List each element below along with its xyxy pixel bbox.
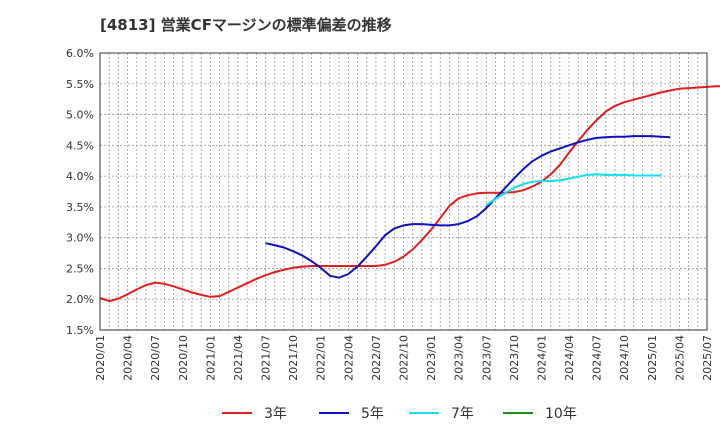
legend-label: 3年	[264, 406, 287, 422]
x-tick-label: 2024/01	[535, 335, 548, 381]
grid	[100, 53, 707, 330]
x-tick-label: 2021/01	[204, 335, 217, 381]
legend-label: 5年	[361, 406, 384, 422]
x-tick-label: 2021/04	[232, 335, 245, 381]
y-axis-ticks: 6.0% 5.5% 5.0% 4.5% 4.0% 3.5% 3.0% 2.5% 2.0% 1.5%	[66, 47, 94, 337]
x-tick-label: 2023/10	[508, 335, 521, 381]
x-tick-label: 2022/01	[315, 335, 328, 381]
y-tick-label: 4.5%	[66, 139, 94, 152]
legend-label: 10年	[545, 406, 577, 422]
y-tick-label: 5.0%	[66, 109, 94, 122]
x-tick-label: 2022/07	[370, 335, 383, 381]
x-tick-label: 2022/10	[398, 335, 411, 381]
y-tick-label: 1.5%	[66, 324, 94, 337]
x-tick-label: 2021/10	[287, 335, 300, 381]
y-tick-label: 2.0%	[66, 293, 94, 306]
y-tick-label: 6.0%	[66, 47, 94, 60]
y-tick-label: 4.0%	[66, 170, 94, 183]
x-tick-label: 2020/01	[94, 335, 107, 381]
x-tick-label: 2021/07	[260, 335, 273, 381]
y-tick-label: 5.5%	[66, 78, 94, 91]
chart-title: [4813] 営業CFマージンの標準偏差の推移	[100, 16, 392, 34]
x-tick-label: 2024/04	[563, 335, 576, 381]
x-tick-label: 2025/01	[646, 335, 659, 381]
x-tick-label: 2023/07	[480, 335, 493, 381]
x-axis-ticks: 2020/01 2020/04 2020/07 2020/10 2021/01 2021/…	[94, 335, 714, 381]
series-line-7年	[485, 173, 661, 206]
series-line-3年	[99, 85, 720, 303]
y-tick-label: 3.5%	[66, 201, 94, 214]
x-tick-label: 2024/07	[591, 335, 604, 381]
x-tick-label: 2023/04	[453, 335, 466, 381]
x-tick-label: 2022/04	[342, 335, 355, 381]
series-lines	[99, 85, 720, 303]
legend-label: 7年	[451, 406, 474, 422]
x-tick-label: 2024/10	[618, 335, 631, 381]
x-tick-label: 2020/10	[177, 335, 190, 381]
x-tick-label: 2020/07	[149, 335, 162, 381]
y-tick-label: 3.0%	[66, 232, 94, 245]
x-tick-label: 2025/04	[673, 335, 686, 381]
series-line-5年	[265, 135, 671, 279]
legend: 3年 5年 7年 10年	[222, 406, 577, 422]
plot-area	[99, 52, 708, 331]
y-tick-label: 2.5%	[66, 262, 94, 275]
x-tick-label: 2025/07	[701, 335, 714, 381]
x-tick-label: 2023/01	[425, 335, 438, 381]
x-tick-label: 2020/04	[122, 335, 135, 381]
